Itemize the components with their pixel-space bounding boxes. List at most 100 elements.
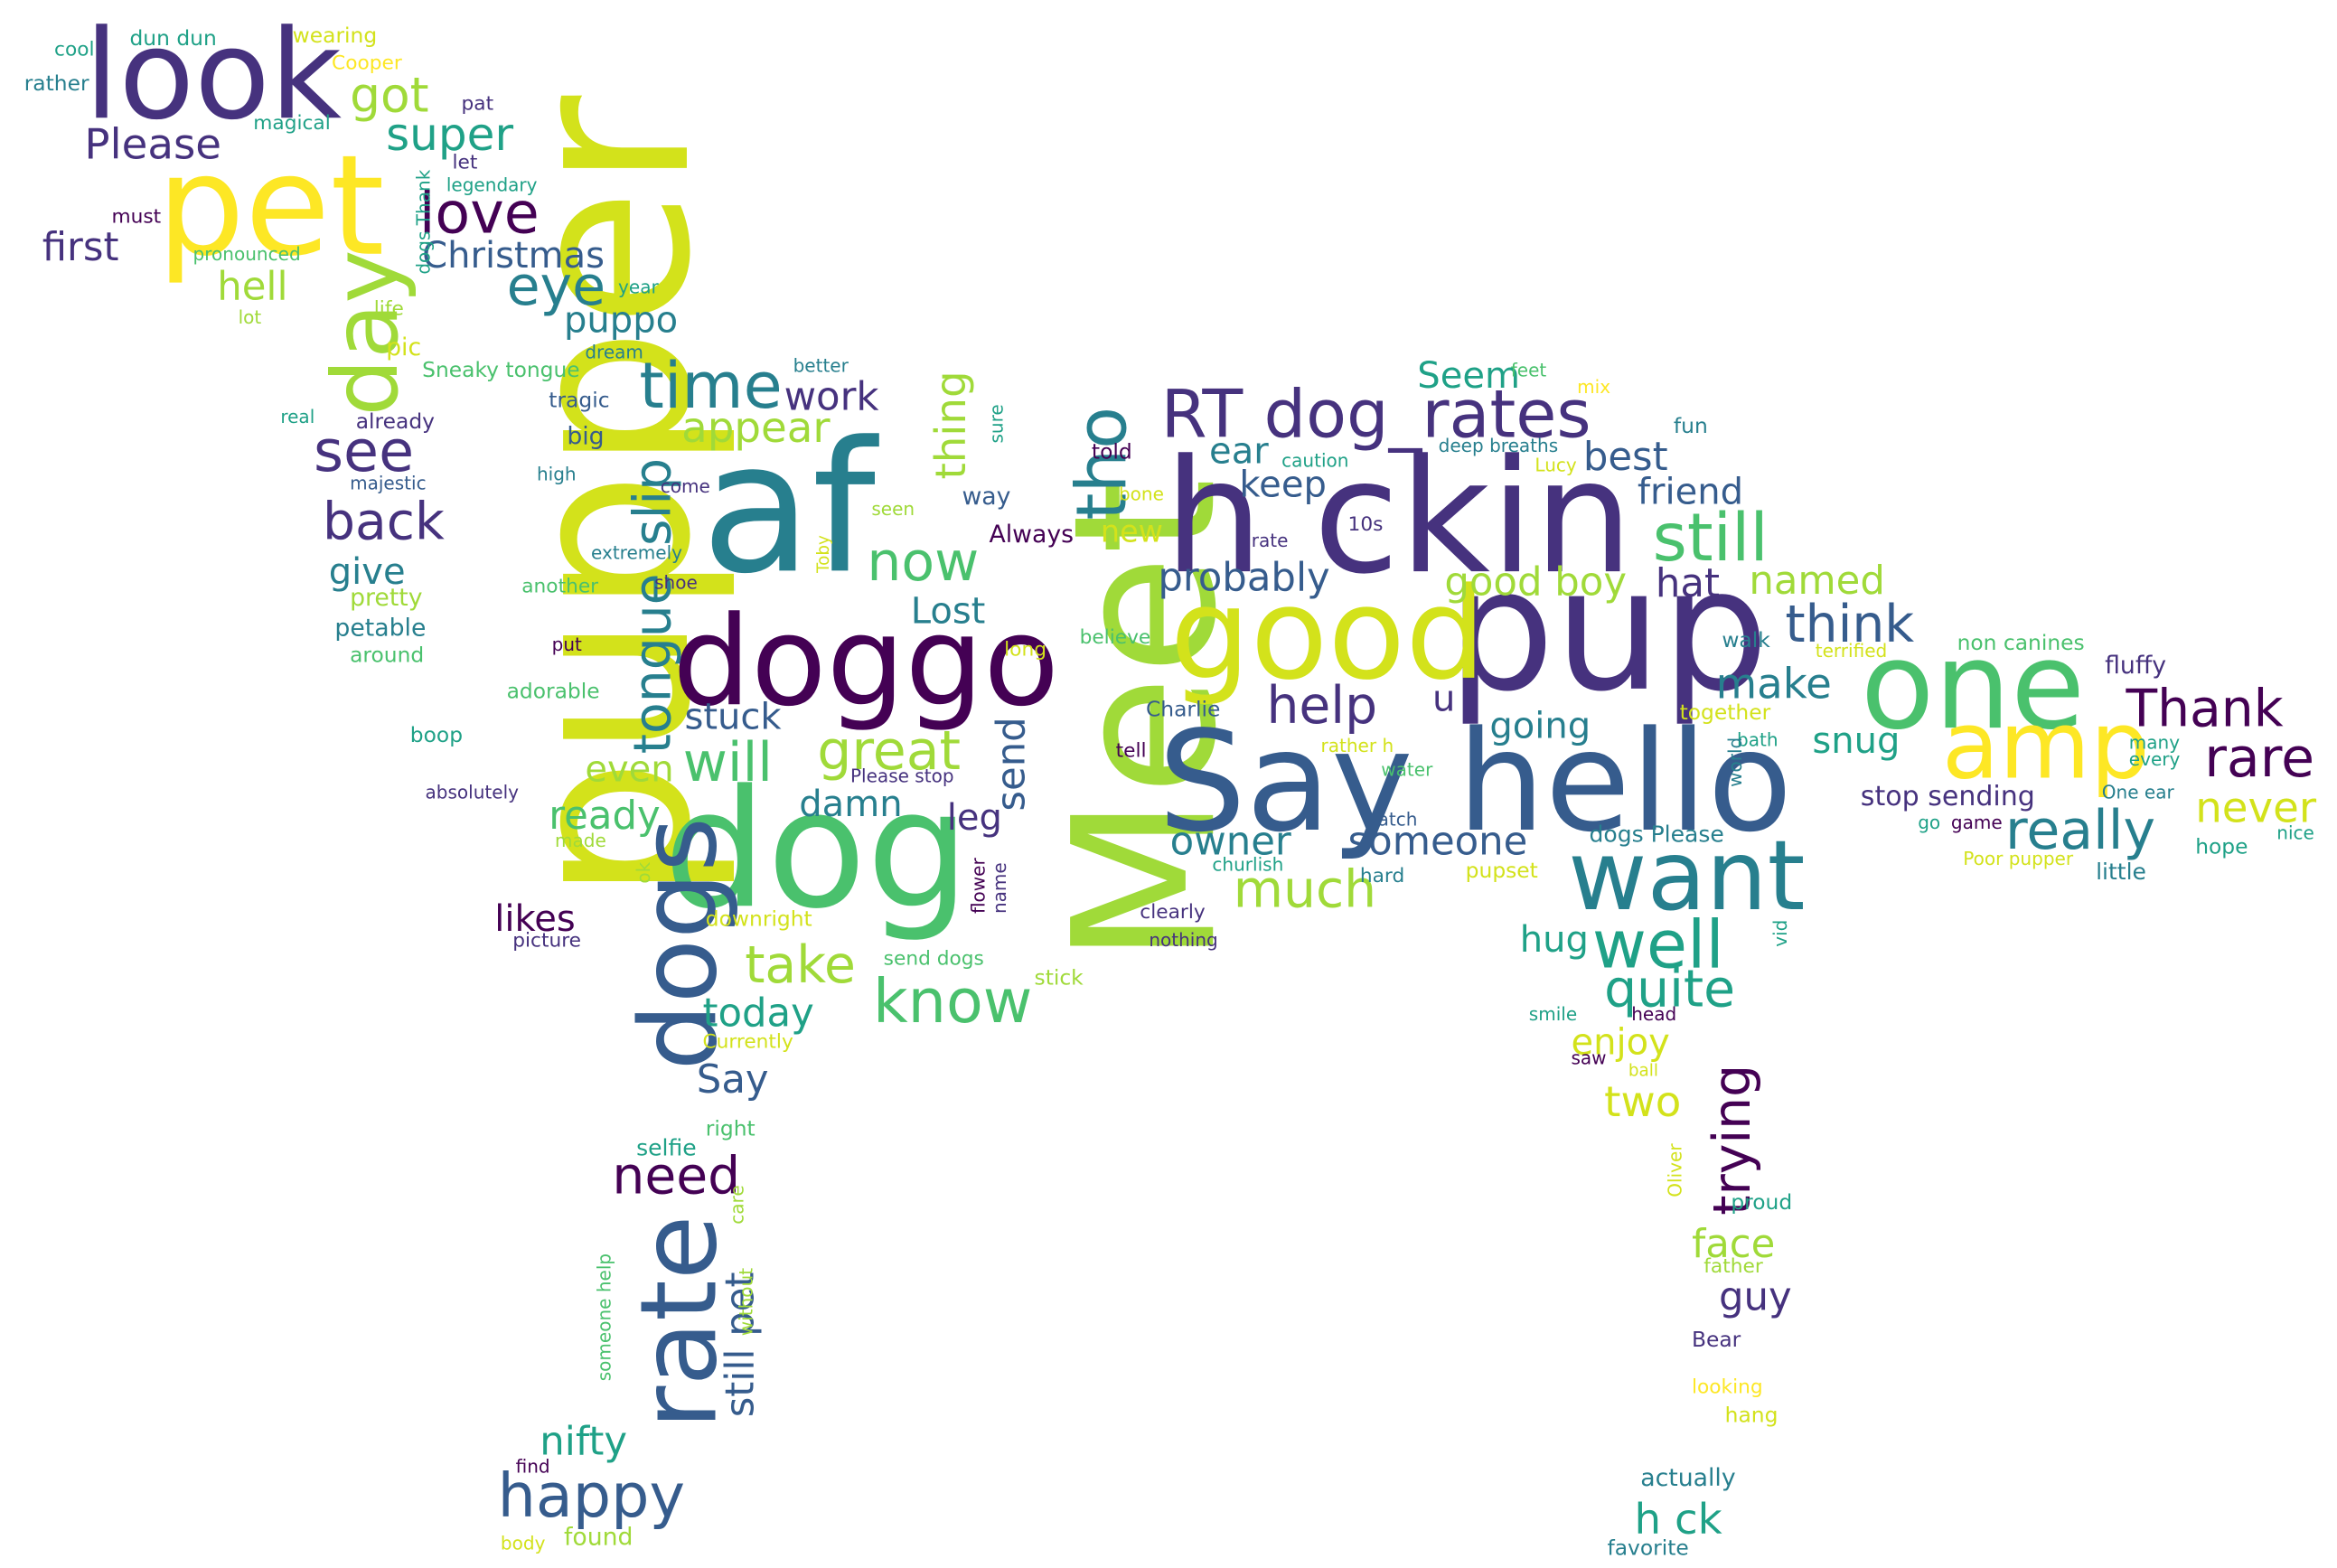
cloud-word: Christmas	[422, 234, 605, 277]
cloud-word: One ear	[2101, 782, 2174, 803]
cloud-word: even	[585, 747, 674, 791]
cloud-word: tragic	[549, 389, 610, 414]
cloud-word: water	[1381, 759, 1433, 781]
cloud-word: rate	[1251, 530, 1289, 552]
cloud-word: thing	[925, 371, 976, 480]
cloud-word: af	[700, 404, 876, 615]
cloud-word: deep breaths	[1438, 435, 1559, 456]
cloud-word: Oliver	[1664, 1143, 1686, 1197]
cloud-word: boop	[409, 723, 464, 748]
cloud-word: found	[563, 1522, 634, 1551]
cloud-word: h ckin	[1164, 425, 1634, 609]
cloud-word: Bear	[1691, 1328, 1741, 1353]
cloud-word: good boy	[1444, 560, 1628, 606]
cloud-word: probably	[1158, 556, 1330, 602]
cloud-word: eye	[506, 256, 606, 318]
cloud-word: today	[702, 991, 814, 1038]
cloud-word: need	[612, 1146, 741, 1207]
cloud-word: Say	[696, 1057, 769, 1103]
cloud-word: ear	[1209, 429, 1269, 473]
cloud-word: hell	[217, 265, 288, 311]
cloud-word: downright	[705, 907, 812, 933]
cloud-word: Thank	[2126, 679, 2284, 740]
cloud-word: quite	[1604, 959, 1736, 1020]
cloud-word: slip	[623, 457, 684, 546]
cloud-word: believe	[1079, 626, 1151, 650]
cloud-word: petable	[334, 613, 427, 642]
cloud-word: pet	[156, 125, 385, 287]
cloud-word: face	[1691, 1222, 1776, 1268]
cloud-word: let	[452, 152, 478, 175]
cloud-word: guy	[1718, 1274, 1792, 1321]
cloud-word: churlish	[1212, 854, 1284, 876]
cloud-word: actually	[1640, 1463, 1736, 1492]
cloud-word: mix	[1577, 376, 1611, 398]
cloud-word: father	[1703, 1255, 1763, 1279]
cloud-word: now	[867, 531, 980, 595]
cloud-word: much	[1233, 859, 1377, 921]
cloud-word: hat	[1655, 561, 1720, 607]
cloud-word: amp	[1941, 690, 2150, 801]
cloud-word: RT dog_rates	[1160, 376, 1591, 454]
cloud-word: wearing	[292, 23, 378, 49]
cloud-word: Seem	[1417, 354, 1521, 398]
cloud-word: rate	[617, 1215, 742, 1430]
cloud-word: never	[2195, 783, 2317, 833]
cloud-word: Currently	[702, 1030, 793, 1054]
cloud-word: favorite	[1607, 1536, 1689, 1561]
cloud-word: rather	[23, 72, 89, 97]
cloud-word: time	[639, 348, 783, 423]
cloud-word: snug	[1812, 719, 1901, 763]
cloud-word: dogs Thank	[413, 169, 435, 275]
cloud-word: rare	[2204, 728, 2315, 791]
cloud-word: absolutely	[425, 782, 519, 803]
cloud-word: big	[567, 421, 605, 451]
cloud-word: tell	[1115, 739, 1147, 763]
cloud-word: pat	[461, 93, 494, 117]
cloud-word: great	[817, 720, 962, 783]
cloud-word: together	[1679, 700, 1771, 726]
cloud-word: first	[42, 225, 119, 271]
cloud-word: come	[660, 475, 710, 497]
cloud-word: keep	[1239, 463, 1327, 506]
cloud-word: find	[515, 1456, 550, 1478]
cloud-word: hug	[1519, 918, 1589, 962]
cloud-word: two	[1604, 1076, 1682, 1127]
cloud-word: around	[350, 643, 425, 669]
cloud-word: already	[355, 409, 435, 435]
cloud-word: fun	[1673, 414, 1708, 439]
cloud-word: look	[84, 5, 343, 148]
cloud-word: 10s	[1347, 513, 1384, 537]
cloud-word: proud	[1731, 1191, 1793, 1216]
cloud-word: hope	[2195, 835, 2248, 860]
cloud-word: made	[554, 830, 606, 852]
cloud-word: cool	[54, 39, 95, 62]
cloud-word: Please	[84, 119, 222, 170]
cloud-word: extremely	[591, 542, 683, 564]
cloud-word: stuck	[684, 695, 782, 738]
cloud-word: high	[536, 464, 577, 485]
cloud-word: pretty	[350, 582, 423, 612]
cloud-word: picture	[512, 930, 582, 953]
cloud-word: head	[1631, 1003, 1677, 1025]
cloud-word: see	[314, 418, 415, 485]
cloud-word: friend	[1637, 471, 1744, 513]
cloud-word: bone	[1118, 483, 1164, 505]
cloud-word: feet	[1510, 360, 1547, 381]
cloud-word: Always	[989, 519, 1075, 549]
cloud-word: terrified	[1815, 640, 1888, 662]
cloud-word: super	[386, 109, 514, 163]
cloud-word: know	[873, 967, 1033, 1038]
cloud-word: sure	[986, 404, 1008, 444]
cloud-word: pic	[386, 332, 422, 361]
cloud-word: well	[1591, 906, 1724, 984]
cloud-word: seen	[871, 498, 915, 520]
cloud-word: bath	[1736, 728, 1779, 751]
cloud-word: Poor pupper	[1963, 848, 2074, 870]
cloud-word: pupset	[1465, 859, 1538, 884]
cloud-word: long	[1004, 639, 1046, 662]
cloud-word: stick	[1034, 966, 1084, 991]
cloud-word: vid	[1769, 919, 1792, 947]
cloud-word: without	[736, 1267, 757, 1337]
cloud-word: someone	[1347, 820, 1528, 866]
